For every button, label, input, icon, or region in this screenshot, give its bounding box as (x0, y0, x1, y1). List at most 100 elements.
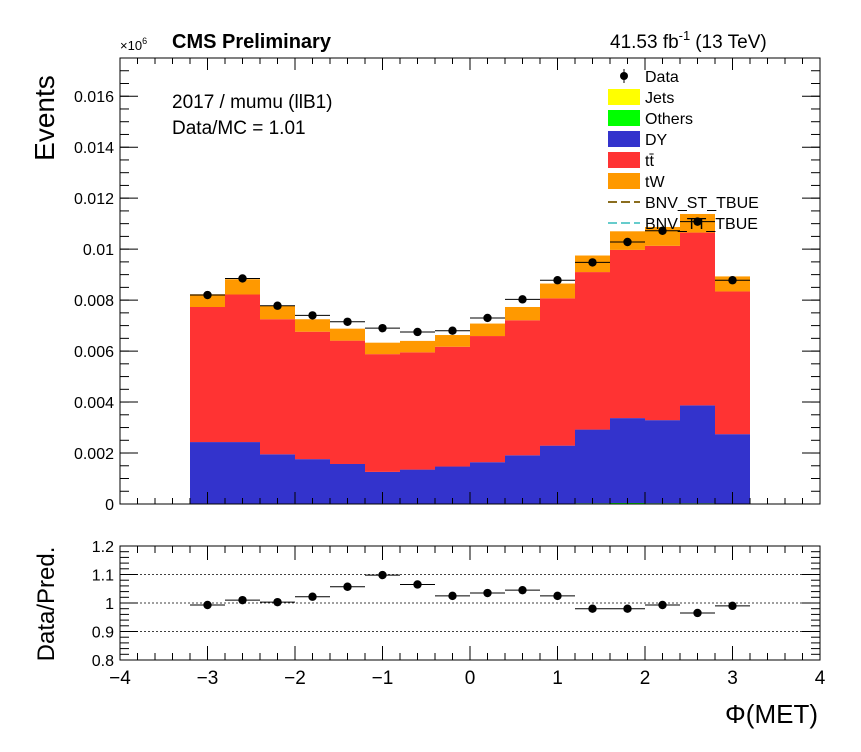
bar-tt-12 (610, 249, 645, 419)
bar-tt-5 (365, 354, 400, 472)
ratio-point-0 (203, 600, 212, 610)
legend-entry-5: tW (645, 174, 665, 191)
x-axis-label: Φ(MET) (725, 699, 818, 729)
bar-tw-8 (470, 323, 505, 337)
ratio-point-14 (693, 608, 702, 618)
legend-swatch-3 (608, 131, 640, 147)
bar-dy-13 (645, 420, 680, 504)
bar-dy-1 (225, 442, 260, 504)
bar-tt-13 (645, 245, 680, 421)
bar-tw-7 (435, 335, 470, 347)
data-point-12 (623, 237, 632, 247)
y-tick-label-3: 0.006 (74, 344, 114, 361)
x-tick-label-8: 4 (815, 668, 826, 689)
data-point-11 (588, 258, 597, 267)
x-tick-label-3: −1 (372, 668, 394, 689)
bar-tt-10 (540, 298, 575, 446)
ratio-point-13 (658, 600, 667, 610)
bar-dy-12 (610, 418, 645, 503)
data-point-6 (413, 327, 422, 337)
data-point-4 (343, 317, 352, 326)
bar-tw-9 (505, 306, 540, 321)
ratio-point-15 (728, 601, 737, 611)
y-tick-label-1: 0.002 (74, 446, 114, 463)
bar-dy-11 (575, 429, 610, 504)
legend-entry-0: Data (645, 69, 679, 86)
ratio-point-10 (553, 591, 562, 601)
bar-dy-6 (400, 469, 435, 504)
bar-tt-15 (715, 291, 750, 435)
x-tick-label-6: 2 (640, 668, 651, 689)
bar-dy-2 (260, 454, 295, 504)
bar-tw-1 (225, 279, 260, 295)
bar-tw-5 (365, 342, 400, 355)
y-tick-label-4: 0.008 (74, 293, 114, 310)
y-multiplier: ×106 (120, 36, 147, 53)
ratio-y-tick-label-0: 0.8 (92, 653, 114, 670)
main-axes: 0 0.002 0.004 0.006 0.008 0.01 0.012 0.014 0.016 (74, 57, 821, 514)
bar-dy-8 (470, 462, 505, 504)
ratio-point-7 (448, 591, 457, 601)
bar-tw-6 (400, 340, 435, 353)
legend-swatch-2 (608, 110, 640, 126)
x-tick-label-5: 1 (552, 668, 563, 689)
x-tick-label-1: −3 (197, 668, 219, 689)
y-tick-label-5: 0.01 (83, 242, 114, 259)
ratio-panel: 0.8 0.9 1 1.1 1.2 −4 −3 −2 −1 0 1 2 3 4 Data/Pred. Φ(… (33, 539, 826, 729)
ratio-point-3 (308, 592, 317, 601)
stack-layer (190, 213, 750, 504)
bar-tt-4 (330, 340, 365, 464)
bar-tt-7 (435, 346, 470, 467)
selection-label: 2017 / mumu (llB1) (172, 92, 333, 113)
bar-tt-1 (225, 294, 260, 443)
data-point-13 (658, 226, 667, 235)
legend-swatch-1 (608, 89, 640, 105)
x-tick-label-4: 0 (465, 668, 476, 689)
x-tick-label-2: −2 (284, 668, 306, 689)
legend-entry-6: BNV_ST_TBUE (645, 195, 759, 212)
data-point-5 (378, 323, 387, 333)
data-point-14 (693, 217, 702, 226)
legend-entry-3: DY (645, 132, 668, 149)
ratio-y-tick-label-3: 1.1 (92, 568, 114, 585)
bar-tt-2 (260, 319, 295, 455)
legend-entry-7: BNV_TT_TBUE (645, 216, 758, 233)
ratio-point-12 (623, 604, 632, 613)
ratio-point-4 (343, 582, 352, 591)
data-point-15 (728, 276, 737, 285)
x-tick-label-7: 3 (727, 668, 738, 689)
ratio-point-11 (588, 604, 597, 613)
data-point-0 (203, 290, 212, 300)
legend-entry-2: Others (645, 111, 693, 128)
legend-swatch-5 (608, 173, 640, 189)
ratio-point-9 (518, 585, 527, 595)
data-point-2 (273, 301, 282, 310)
ratio-grid (120, 574, 820, 632)
bar-dy-15 (715, 434, 750, 504)
ratio-point-5 (378, 570, 387, 580)
bar-tt-3 (295, 331, 330, 460)
legend-marker-data (620, 72, 628, 80)
bar-tw-2 (260, 305, 295, 320)
bar-tt-11 (575, 272, 610, 430)
experiment-title: CMS Preliminary (172, 31, 332, 53)
ratio-point-1 (238, 595, 247, 605)
luminosity-label: 41.53 fb-1 (13 TeV) (610, 28, 767, 53)
ratio-point-6 (413, 580, 422, 589)
legend-swatch-4 (608, 152, 640, 168)
legend-entry-1: Jets (645, 90, 674, 107)
bar-tt-8 (470, 336, 505, 463)
bar-dy-4 (330, 463, 365, 504)
ratio-axes: 0.8 0.9 1 1.1 1.2 −4 −3 −2 −1 0 1 2 3 4 (92, 539, 826, 689)
ratio-points-layer (190, 570, 750, 618)
bar-tw-13 (645, 226, 680, 246)
data-point-10 (553, 276, 562, 285)
y-tick-label-6: 0.012 (74, 191, 114, 208)
ratio-y-tick-label-2: 1 (105, 596, 114, 613)
y-tick-label-2: 0.004 (74, 395, 114, 412)
bar-tw-3 (295, 319, 330, 332)
bar-dy-14 (680, 405, 715, 504)
ratio-y-axis-label: Data/Pred. (33, 547, 60, 662)
data-point-7 (448, 326, 457, 335)
